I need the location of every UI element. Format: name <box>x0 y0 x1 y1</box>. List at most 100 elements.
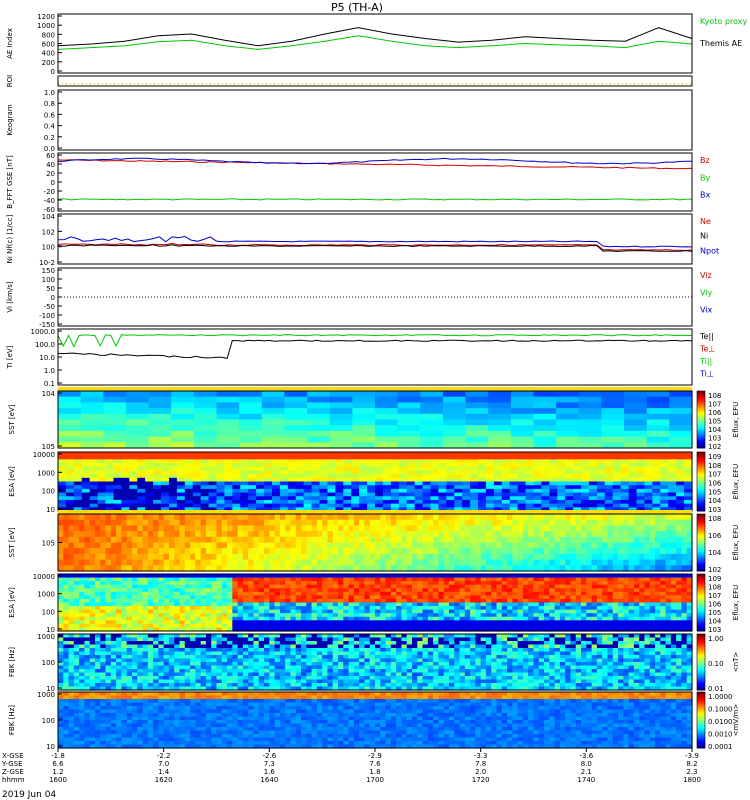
heat-cell <box>240 488 249 494</box>
heat-cell <box>636 474 646 479</box>
heat-cell <box>660 477 669 483</box>
heat-cell <box>380 595 387 600</box>
heat-cell <box>116 514 122 521</box>
heat-cell <box>137 525 144 532</box>
heat-cell <box>232 565 239 572</box>
heat-cell <box>348 536 355 544</box>
heat-cell <box>507 553 513 561</box>
heat-cell <box>517 598 524 604</box>
heat-cell <box>285 536 292 544</box>
heat-cell <box>385 565 392 572</box>
heat-cell <box>538 536 545 544</box>
heat-cell <box>686 559 693 566</box>
y-tick-label: 104 <box>42 213 56 221</box>
heat-cell <box>285 609 292 614</box>
heat-cell <box>137 496 146 501</box>
colorbar-cell <box>697 481 705 484</box>
heat-cell <box>338 616 344 621</box>
heat-cell <box>596 525 603 532</box>
heat-cell <box>239 413 263 421</box>
heat-cell <box>274 525 281 532</box>
heat-cell <box>301 616 307 621</box>
heat-cell <box>401 613 408 618</box>
heat-cell <box>58 548 64 555</box>
heat-cell <box>681 559 688 566</box>
heat-cell <box>448 613 455 618</box>
heat-cell <box>68 591 75 596</box>
heat-cell <box>287 470 297 475</box>
heat-cell <box>322 525 329 532</box>
heat-cell <box>311 463 321 468</box>
heat-cell <box>422 553 429 561</box>
heat-cell <box>237 584 244 589</box>
heat-cell <box>475 613 482 618</box>
heat-cell <box>73 559 80 566</box>
heat-cell <box>541 492 550 497</box>
heat-cell <box>89 474 99 479</box>
heat-cell <box>158 581 165 586</box>
heat-cell <box>279 536 286 544</box>
heat-cell <box>396 609 403 614</box>
heat-cell <box>343 616 350 621</box>
heat-cell <box>89 598 96 604</box>
heat-cell <box>240 477 249 483</box>
heat-cell <box>216 481 226 486</box>
heat-cell <box>256 455 265 460</box>
heat-cell <box>422 474 432 479</box>
heat-cell <box>148 425 172 432</box>
heat-cell <box>644 536 651 544</box>
heat-cell <box>353 548 360 555</box>
heat-cell <box>211 548 218 555</box>
heat-cell <box>290 595 297 600</box>
colorbar-cell <box>697 615 705 619</box>
heat-cell <box>639 581 646 586</box>
heat-cell <box>63 606 70 611</box>
heat-cell <box>602 577 609 582</box>
heat-cell <box>602 548 609 555</box>
heat-cell <box>359 553 366 561</box>
heat-cell <box>131 531 138 538</box>
heat-cell <box>153 496 162 501</box>
heat-cell <box>264 574 270 579</box>
heat-cell <box>348 609 355 614</box>
heat-cell <box>375 536 381 544</box>
heat-cell <box>686 584 693 589</box>
heat-cell <box>491 542 498 549</box>
heat-cell <box>301 519 307 526</box>
colorbar-cell <box>697 553 705 557</box>
heat-cell <box>485 623 492 629</box>
heat-cell <box>382 481 392 486</box>
heat-cell <box>501 452 511 457</box>
heat-cell <box>301 542 307 549</box>
heat-cell <box>221 519 228 526</box>
heat-cell <box>105 507 115 512</box>
heat-cell <box>375 616 381 621</box>
heat-cell <box>570 627 577 632</box>
heat-cell <box>624 408 648 415</box>
heat-cell <box>121 514 128 521</box>
heat-cell <box>369 588 376 593</box>
heat-cell <box>174 616 181 621</box>
heat-cell <box>430 463 439 468</box>
heat-cell <box>501 616 508 621</box>
heat-cell <box>327 609 334 614</box>
heat-cell <box>147 588 154 593</box>
heat-cell <box>158 606 165 611</box>
heat-cell <box>316 559 323 566</box>
heat-cell <box>84 548 91 555</box>
heat-cell <box>137 616 144 621</box>
heat-cell <box>422 591 429 596</box>
heat-cell <box>121 616 128 621</box>
heat-cell <box>264 542 270 549</box>
heat-cell <box>380 514 387 521</box>
legend-item: Ne <box>700 217 711 226</box>
heat-cell <box>58 463 67 468</box>
heat-cell <box>493 452 503 457</box>
heat-cell <box>557 503 566 508</box>
heat-cell <box>665 559 672 566</box>
heat-cell <box>301 536 307 544</box>
heat-cell <box>385 525 392 532</box>
heat-cell <box>148 396 172 403</box>
heat-cell <box>612 536 619 544</box>
heat-cell <box>248 581 255 586</box>
